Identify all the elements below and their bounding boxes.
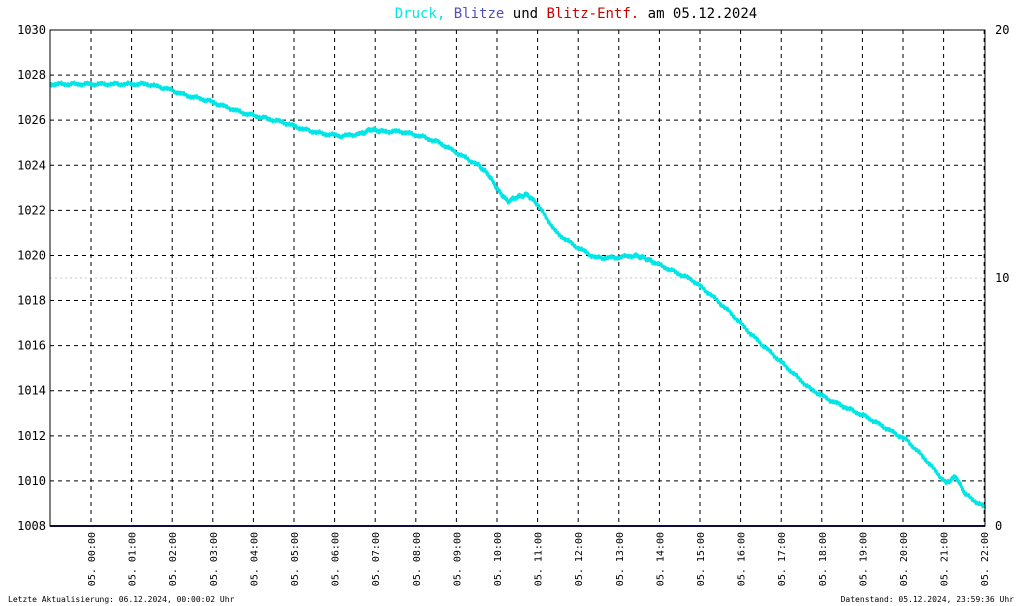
x-tick-label: 05. 01:00: [128, 532, 139, 586]
y-left-tick-label: 1026: [17, 113, 46, 127]
y-left-tick-label: 1010: [17, 474, 46, 488]
y-left-tick-label: 1024: [17, 158, 46, 172]
y-right-tick-label: 20: [995, 23, 1009, 37]
footer-last-update: Letzte Aktualisierung: 06.12.2024, 00:00…: [8, 595, 235, 604]
x-tick-label: 05. 16:00: [737, 532, 748, 586]
y-axis-left: 1008 1010 1012 1014 1016 1018 1020 1022 1024 1026…: [17, 23, 46, 533]
y-right-tick-label: 10: [995, 271, 1009, 285]
pressure-line: [49, 80, 987, 509]
x-tick-label: 05. 06:00: [331, 532, 342, 586]
chart-title: Druck, Blitze und Blitz-Entf. am 05.12.2…: [395, 6, 757, 22]
title-part: Blitz-Entf.: [547, 6, 640, 22]
title-part: Blitze: [445, 6, 504, 22]
x-tick-label: 05. 04:00: [249, 532, 260, 586]
x-tick-label: 05. 12:00: [574, 532, 585, 586]
y-left-tick-label: 1016: [17, 339, 46, 353]
x-tick-label: 05. 09:00: [452, 532, 463, 586]
x-tick-label: 05. 20:00: [899, 532, 910, 586]
x-tick-label: 05. 00:00: [87, 532, 98, 586]
y-left-tick-label: 1018: [17, 294, 46, 308]
x-tick-label: 05. 02:00: [168, 532, 179, 586]
footer-data-status: Datenstand: 05.12.2024, 23:59:36 Uhr: [841, 595, 1015, 604]
x-tick-label: 05. 18:00: [818, 532, 829, 586]
x-tick-label: 05. 07:00: [371, 532, 382, 586]
grid-lines: [50, 30, 985, 526]
y-left-tick-label: 1022: [17, 203, 46, 217]
y-left-tick-label: 1014: [17, 384, 46, 398]
y-axis-right: 0 10 20: [995, 23, 1009, 533]
x-tick-label: 05. 10:00: [493, 532, 504, 586]
x-tick-label: 05. 22:00: [980, 532, 991, 586]
y-left-tick-label: 1008: [17, 519, 46, 533]
data-series: [49, 80, 987, 527]
title-part: Druck,: [395, 6, 446, 22]
x-tick-label: 05. 19:00: [858, 532, 869, 586]
x-tick-label: 05. 14:00: [655, 532, 666, 586]
x-axis: 05. 00:00 05. 01:00 05. 02:00 05. 03:00 05. …: [87, 532, 991, 586]
x-tick-label: 05. 21:00: [940, 532, 951, 586]
x-tick-label: 05. 15:00: [696, 532, 707, 586]
x-tick-label: 05. 08:00: [412, 532, 423, 586]
title-part: und: [504, 6, 546, 22]
y-left-tick-label: 1030: [17, 23, 46, 37]
x-tick-label: 05. 11:00: [534, 532, 545, 586]
x-tick-label: 05. 17:00: [777, 532, 788, 586]
title-part: am 05.12.2024: [639, 6, 757, 22]
x-tick-label: 05. 05:00: [290, 532, 301, 586]
y-left-tick-label: 1012: [17, 429, 46, 443]
x-tick-label: 05. 13:00: [615, 532, 626, 586]
x-tick-label: 05. 03:00: [209, 532, 220, 586]
plot-frame: [49, 29, 986, 527]
y-left-tick-label: 1028: [17, 68, 46, 82]
y-left-tick-label: 1020: [17, 248, 46, 262]
y-right-tick-label: 0: [995, 519, 1002, 533]
